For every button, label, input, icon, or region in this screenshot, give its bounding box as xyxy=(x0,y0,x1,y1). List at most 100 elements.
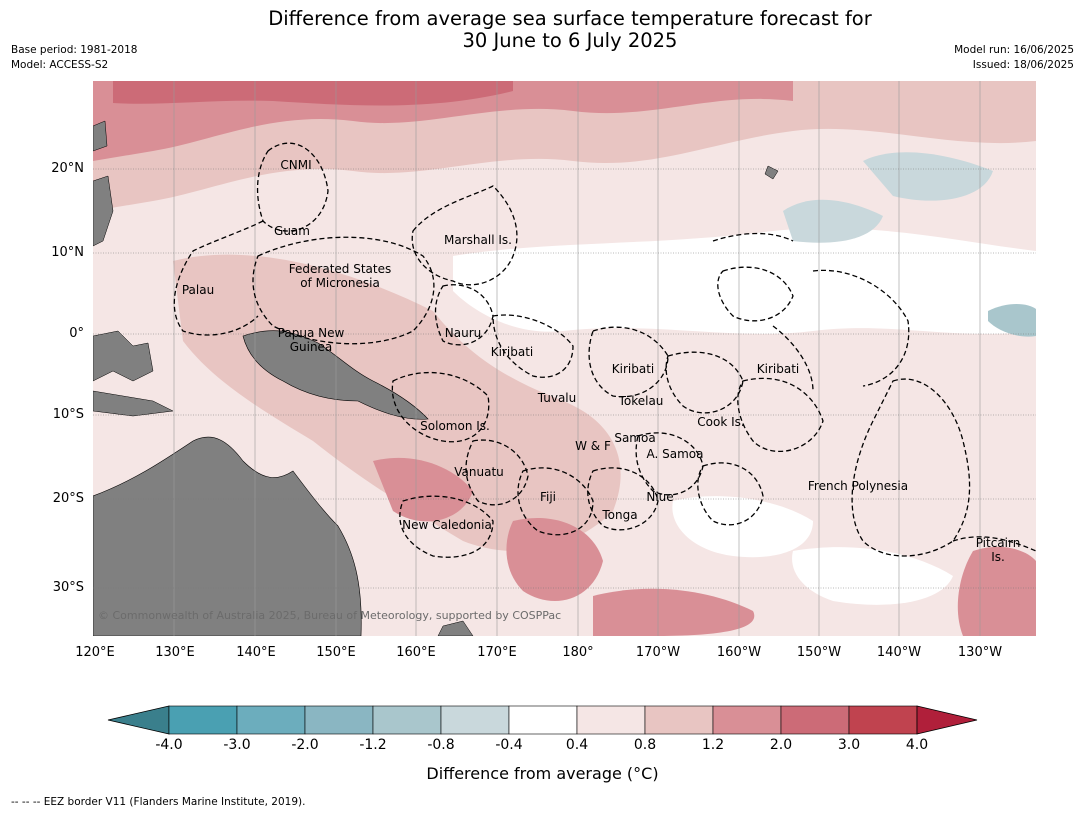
taiwan-land xyxy=(93,120,108,152)
label-nauru: Nauru xyxy=(444,326,482,340)
australia-land xyxy=(93,436,362,636)
indonesia-land xyxy=(93,330,154,382)
lat-label-30s: 30°S xyxy=(52,580,84,595)
colorbar-tick-10: 3.0 xyxy=(837,737,861,753)
lat-label-20s: 20°S xyxy=(52,491,84,506)
label-cnmi: CNMI xyxy=(280,158,312,172)
label-kiribati-gilbert: Kiribati xyxy=(490,345,534,359)
label-samoa: Samoa xyxy=(614,431,656,445)
colorbar-segment xyxy=(372,705,442,735)
label-new-caledonia: New Caledonia xyxy=(402,518,492,532)
colorbar-extend-low xyxy=(107,705,170,735)
colorbar-tick-3: -1.2 xyxy=(359,737,387,753)
meta-right: Model run: 16/06/2025 Issued: 18/06/2025 xyxy=(954,43,1074,73)
label-guam: Guam xyxy=(274,224,310,238)
label-pitcairn-line1: Pitcairn xyxy=(975,536,1021,550)
colorbar-segment xyxy=(236,705,306,735)
colorbar-segment xyxy=(644,705,714,735)
colorbar-tick-9: 2.0 xyxy=(769,737,793,753)
colorbar-tick-8: 1.2 xyxy=(701,737,725,753)
new-zealand-land xyxy=(437,620,474,636)
lat-label-20n: 20°N xyxy=(51,161,84,176)
lon-label-170w: 170°W xyxy=(635,645,681,660)
colorbar-tick-1: -3.0 xyxy=(223,737,251,753)
colorbar-segment xyxy=(780,705,850,735)
colorbar-segment xyxy=(440,705,510,735)
label-pitcairn-line2: Is. xyxy=(991,550,1005,564)
label-niue: Niue xyxy=(646,490,674,504)
colorbar-label: Difference from average (°C) xyxy=(426,764,659,783)
new-guinea-land xyxy=(242,330,429,420)
map-area: CNMI Guam Marshall Is. Federated States … xyxy=(93,81,1036,636)
lat-label-10s: 10°S xyxy=(52,407,84,422)
colorbar-tick-4: -0.8 xyxy=(427,737,455,753)
model-run-text: Model run: 16/06/2025 xyxy=(954,44,1074,56)
colorbar-segment xyxy=(712,705,782,735)
graticule-parallels xyxy=(93,168,1036,589)
lon-label-160e: 160°E xyxy=(396,645,436,660)
philippines-land xyxy=(93,175,114,247)
colorbar-extend-high xyxy=(916,705,978,735)
lon-label-130w: 130°W xyxy=(957,645,1003,660)
map-title: Difference from average sea surface temp… xyxy=(0,8,1085,52)
copyright-notice: © Commonwealth of Australia 2025, Bureau… xyxy=(98,609,562,622)
label-solomon-islands: Solomon Is. xyxy=(420,419,490,433)
eez-borders xyxy=(173,142,1036,558)
base-period-text: Base period: 1981-2018 xyxy=(11,44,138,56)
lon-label-150w: 150°W xyxy=(796,645,842,660)
anomaly-cool-patch-1 xyxy=(783,199,883,243)
eez-footnote: -- -- -- EEZ border V11 (Flanders Marine… xyxy=(11,796,306,808)
anomaly-equatorial-neutral xyxy=(453,228,1036,334)
label-png-line2: Guinea xyxy=(289,340,333,354)
anomaly-warm-southeast xyxy=(957,546,1036,636)
colorbar-segment xyxy=(168,705,238,735)
colorbar-segment xyxy=(576,705,646,735)
label-tokelau: Tokelau xyxy=(618,394,664,408)
lon-label-150e: 150°E xyxy=(316,645,356,660)
colorbar-tick-11: 4.0 xyxy=(905,737,929,753)
colorbar-tick-7: 0.8 xyxy=(633,737,657,753)
anomaly-cool-patch-3 xyxy=(988,304,1036,337)
label-tonga: Tonga xyxy=(602,508,638,522)
colorbar-tick-6: 0.4 xyxy=(565,737,589,753)
sst-anomaly-map xyxy=(93,81,1036,636)
colorbar-tick-2: -2.0 xyxy=(291,737,319,753)
label-fiji: Fiji xyxy=(539,490,557,504)
title-line-1: Difference from average sea surface temp… xyxy=(268,7,872,30)
label-marshall-islands: Marshall Is. xyxy=(444,233,512,247)
meta-left: Base period: 1981-2018 Model: ACCESS-S2 xyxy=(11,43,137,73)
anomaly-warm-fiji xyxy=(506,517,603,601)
lon-label-170e: 170°E xyxy=(477,645,517,660)
anomaly-north-hot xyxy=(113,81,513,106)
graticule-meridians xyxy=(173,81,981,636)
label-vanuatu: Vanuatu xyxy=(454,465,504,479)
anomaly-neutral-south-2 xyxy=(792,547,953,605)
colorbar-segment xyxy=(848,705,918,735)
label-tuvalu: Tuvalu xyxy=(537,391,577,405)
model-text: Model: ACCESS-S2 xyxy=(11,59,109,71)
lon-label-130e: 130°E xyxy=(155,645,195,660)
label-wallis-futuna: W & F xyxy=(575,439,611,453)
colorbar-segments xyxy=(107,705,978,735)
lat-label-10n: 10°N xyxy=(51,245,84,260)
anomaly-cool-patch-2 xyxy=(863,152,993,201)
label-american-samoa: A. Samoa xyxy=(646,447,704,461)
anomaly-warm-coral-sea xyxy=(373,457,473,522)
colorbar-segment xyxy=(508,705,578,735)
label-fsm-line2: of Micronesia xyxy=(300,276,380,290)
anomaly-north-warm xyxy=(93,81,793,161)
title-line-2: 30 June to 6 July 2025 xyxy=(462,29,678,52)
timor-land xyxy=(93,390,174,417)
label-palau: Palau xyxy=(181,283,215,297)
label-cook-islands: Cook Is. xyxy=(697,415,745,429)
colorbar-segment xyxy=(304,705,374,735)
label-kiribati-phoenix: Kiribati xyxy=(611,362,655,376)
colorbar-tick-0: -4.0 xyxy=(155,737,183,753)
lat-label-0: 0° xyxy=(69,326,84,341)
label-french-polynesia: French Polynesia xyxy=(807,479,909,493)
label-kiribati-line: Kiribati xyxy=(756,362,800,376)
issued-text: Issued: 18/06/2025 xyxy=(972,59,1074,71)
lon-label-180: 180° xyxy=(562,645,594,660)
label-fsm-line1: Federated States xyxy=(288,262,392,276)
anomaly-neutral-south xyxy=(672,496,813,558)
